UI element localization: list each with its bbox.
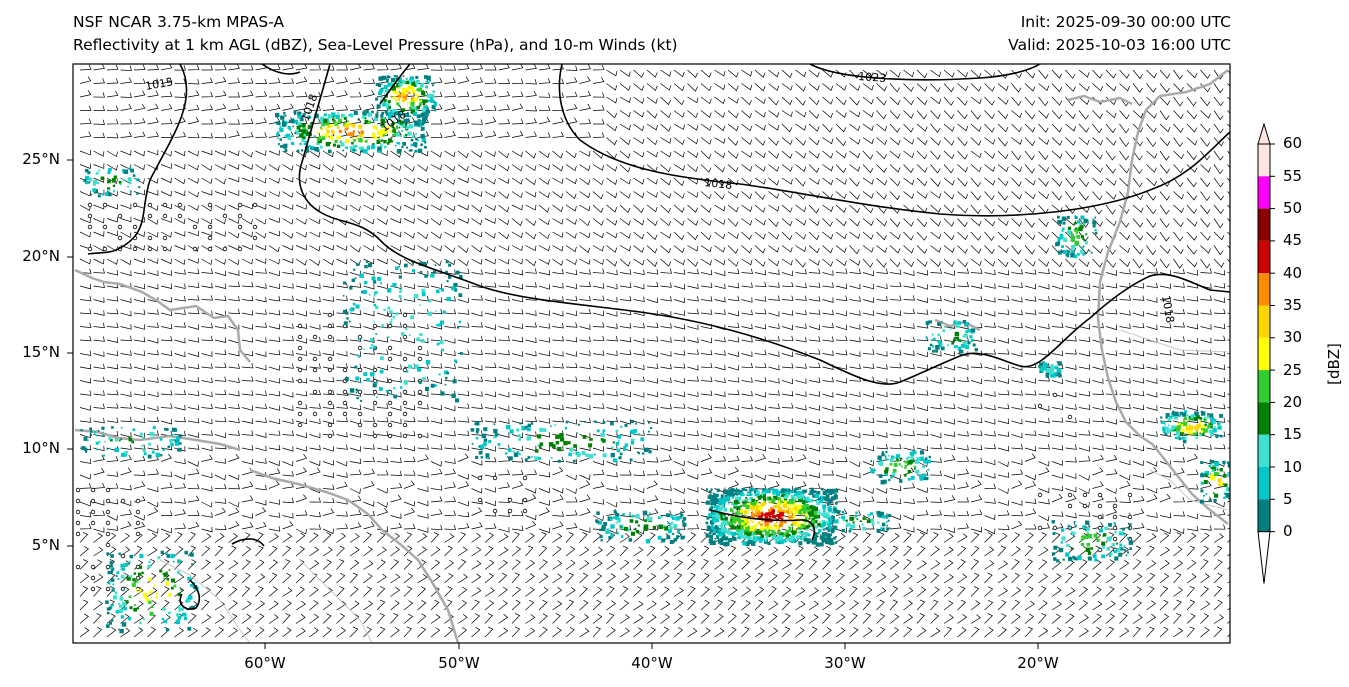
colorbar-segment bbox=[1258, 337, 1270, 371]
colorbar-tick-50: 50 bbox=[1283, 199, 1303, 217]
colorbar-tick-45: 45 bbox=[1283, 231, 1303, 249]
colorbar bbox=[1257, 122, 1275, 584]
colorbar-tick-5: 5 bbox=[1283, 490, 1293, 508]
lat-label-15n: 15°N bbox=[22, 343, 60, 361]
reflectivity-field bbox=[80, 75, 1230, 634]
colorbar-tick-20: 20 bbox=[1283, 393, 1303, 411]
colorbar-segment bbox=[1258, 305, 1270, 338]
title-valid-time: Valid: 2025-10-03 16:00 UTC bbox=[1008, 36, 1231, 54]
title-init-time: Init: 2025-09-30 00:00 UTC bbox=[1020, 13, 1231, 31]
colorbar-tick-35: 35 bbox=[1283, 296, 1303, 314]
colorbar-segment bbox=[1258, 499, 1270, 532]
lon-label-50w: 50°W bbox=[438, 654, 480, 672]
axis-ticks bbox=[67, 159, 1039, 649]
title-model: NSF NCAR 3.75-km MPAS-A bbox=[73, 13, 285, 31]
colorbar-segment bbox=[1258, 176, 1270, 209]
isobar-label: 1015 bbox=[144, 75, 174, 93]
lat-label-5n: 5°N bbox=[31, 536, 60, 554]
colorbar-tick-60: 60 bbox=[1283, 134, 1303, 152]
colorbar-segment bbox=[1258, 208, 1270, 241]
colorbar-segment bbox=[1258, 240, 1270, 274]
colorbar-segment bbox=[1258, 144, 1270, 177]
colorbar-tick-40: 40 bbox=[1283, 264, 1303, 282]
colorbar-segment bbox=[1258, 273, 1270, 306]
lon-label-40w: 40°W bbox=[631, 654, 673, 672]
colorbar-tick-55: 55 bbox=[1283, 167, 1303, 185]
colorbar-tick-10: 10 bbox=[1283, 458, 1303, 476]
isobar-label: 1018 bbox=[1159, 294, 1177, 324]
colorbar-tick-15: 15 bbox=[1283, 425, 1303, 443]
colorbar-tick-30: 30 bbox=[1283, 328, 1303, 346]
sea-level-pressure-isobars bbox=[87, 64, 1230, 610]
coastlines bbox=[74, 69, 1229, 643]
lon-label-20w: 20°W bbox=[1017, 654, 1059, 672]
lat-label-25n: 25°N bbox=[22, 150, 60, 168]
colorbar-tick-25: 25 bbox=[1283, 361, 1303, 379]
colorbar-segment bbox=[1258, 434, 1270, 467]
colorbar-segment bbox=[1258, 467, 1270, 500]
lat-label-10n: 10°N bbox=[22, 439, 60, 457]
colorbar-segment bbox=[1258, 402, 1270, 435]
map-background bbox=[73, 64, 1230, 643]
isobar-label: 1018 bbox=[704, 176, 733, 192]
colorbar-segment bbox=[1258, 370, 1270, 403]
colorbar-tick-0: 0 bbox=[1283, 522, 1293, 540]
wind-barbs bbox=[79, 64, 1230, 638]
title-fields: Reflectivity at 1 km AGL (dBZ), Sea-Leve… bbox=[73, 36, 678, 54]
isobar-label: 1023 bbox=[858, 70, 887, 85]
colorbar-top-extension bbox=[1257, 122, 1271, 145]
colorbar-label: [dBZ] bbox=[1324, 343, 1343, 385]
colorbar-bottom-extension bbox=[1257, 531, 1271, 584]
lat-label-20n: 20°N bbox=[22, 247, 60, 265]
country-borders bbox=[159, 329, 1229, 643]
lon-label-30w: 30°W bbox=[824, 654, 866, 672]
lon-label-60w: 60°W bbox=[244, 654, 286, 672]
